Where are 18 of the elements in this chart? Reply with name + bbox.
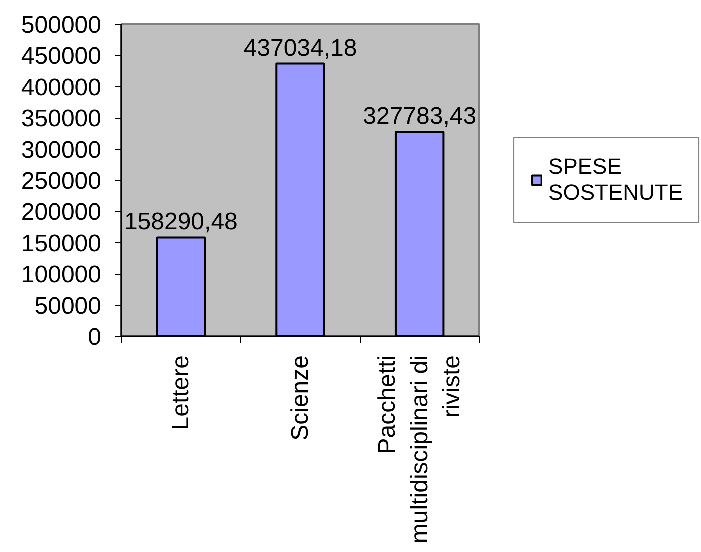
y-tick-label: 100000 <box>21 262 102 289</box>
y-tick-label: 250000 <box>21 168 102 195</box>
y-tick-label: 300000 <box>21 136 102 164</box>
data-label: 437034,18 <box>244 34 358 62</box>
x-tick-label: Scienze <box>287 355 314 441</box>
data-label: 327783,43 <box>363 102 477 130</box>
y-tick-label: 450000 <box>21 43 102 70</box>
y-tick-label: 150000 <box>21 230 102 258</box>
y-tick-label: 350000 <box>21 106 102 133</box>
x-tick-label: Pacchetti multidisciplinari di riviste <box>374 356 466 544</box>
data-label: 158290,48 <box>124 208 238 236</box>
y-tick-label: 50000 <box>34 292 102 320</box>
y-tick-label: 0 <box>88 324 102 351</box>
x-tick-label: Lettere <box>168 356 195 430</box>
y-tick-label: 200000 <box>21 199 102 226</box>
legend-label: SPESE SOSTENUTE <box>548 154 683 206</box>
y-tick-label: 500000 <box>21 12 102 39</box>
y-tick-label: 400000 <box>21 74 102 102</box>
